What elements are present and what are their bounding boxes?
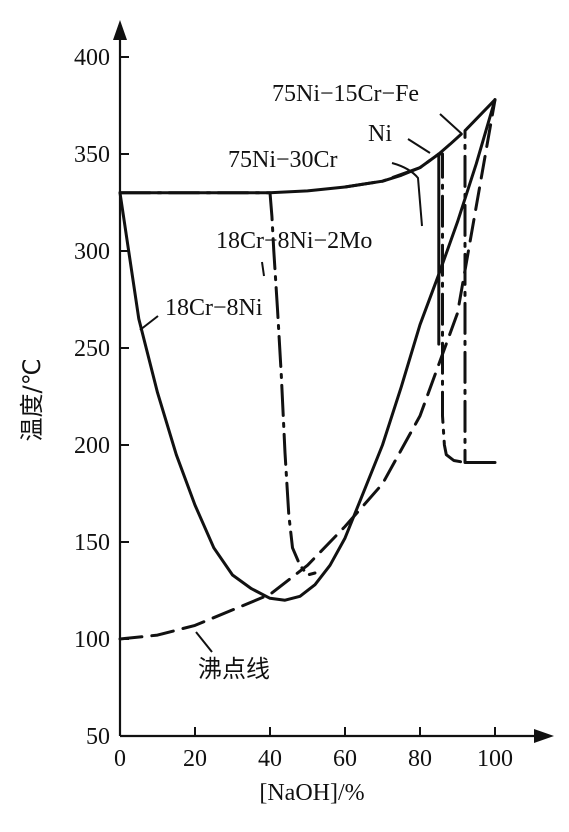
x-axis-arrow: [534, 729, 554, 743]
x-tick-label-100: 100: [477, 746, 513, 772]
y-tick-label-400: 400: [74, 45, 110, 71]
series-line-75ni-15cr-fe: [437, 98, 497, 464]
leader-75ni-15cr-fe: [439, 113, 463, 135]
y-axis-arrow: [113, 20, 127, 40]
series-layer: [118, 98, 497, 641]
leader-boiling: [195, 631, 213, 653]
x-tick-label-0: 0: [114, 746, 126, 772]
label-ni: Ni: [368, 121, 392, 147]
leader-ni: [407, 138, 431, 154]
x-tick-label-40: 40: [258, 746, 282, 772]
x-tick-label-20: 20: [183, 746, 207, 772]
series-line-boiling-line: [118, 98, 497, 641]
leader-lines: [139, 113, 463, 653]
y-tick-label-350: 350: [74, 142, 110, 168]
y-tick-label-300: 300: [74, 239, 110, 265]
y-tick-label-150: 150: [74, 530, 110, 556]
y-ticks: 50 100 150 200 250 300 350 400: [74, 45, 129, 750]
y-tick-label-250: 250: [74, 336, 110, 362]
x-axis-title: [NaOH]/%: [259, 780, 364, 806]
y-axis-title: 温度/℃: [18, 358, 46, 441]
axes: [113, 20, 554, 743]
leader-18cr-8ni-2mo: [261, 261, 265, 277]
x-tick-label-60: 60: [333, 746, 357, 772]
label-boiling-line: 沸点线: [198, 655, 270, 683]
series-line-ni: [343, 152, 497, 464]
label-18cr-8ni-2mo: 18Cr−8Ni−2Mo: [216, 228, 372, 254]
series-labels: 75Ni−15Cr−Fe Ni 75Ni−30Cr 18Cr−8Ni−2Mo 1…: [165, 81, 419, 683]
y-tick-label-50: 50: [86, 724, 110, 750]
y-tick-label-100: 100: [74, 627, 110, 653]
label-75ni-30cr: 75Ni−30Cr: [228, 147, 338, 173]
x-ticks: 0 20 40 60 80 100: [114, 727, 513, 772]
x-tick-label-80: 80: [408, 746, 432, 772]
y-tick-label-200: 200: [74, 433, 110, 459]
label-75ni-15cr-fe: 75Ni−15Cr−Fe: [272, 81, 419, 107]
label-18cr-8ni: 18Cr−8Ni: [165, 295, 263, 321]
series-line-18cr-8ni: [118, 98, 497, 602]
leader-18cr-8ni: [139, 315, 159, 331]
leader-75ni-30cr: [391, 162, 423, 227]
